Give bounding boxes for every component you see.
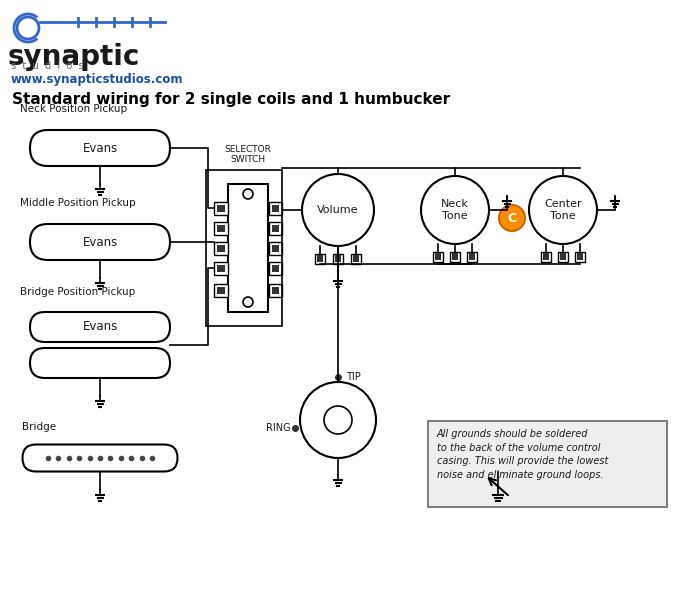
FancyBboxPatch shape — [30, 348, 170, 378]
Text: Standard wiring for 2 single coils and 1 humbucker: Standard wiring for 2 single coils and 1… — [12, 92, 450, 107]
Text: RING: RING — [266, 423, 291, 433]
Bar — [469, 253, 475, 260]
Bar — [317, 255, 323, 262]
Bar — [228, 184, 268, 312]
FancyBboxPatch shape — [30, 224, 170, 260]
Text: All grounds should be soldered
to the back of the volume control
casing. This wi: All grounds should be soldered to the ba… — [437, 429, 608, 480]
Text: C: C — [507, 211, 517, 224]
Bar — [541, 252, 551, 262]
Text: TIP: TIP — [346, 372, 361, 382]
Text: Neck Position Pickup: Neck Position Pickup — [20, 104, 127, 114]
Bar — [214, 202, 228, 215]
Bar — [217, 205, 225, 212]
Text: SELECTOR
SWITCH: SELECTOR SWITCH — [225, 145, 272, 164]
Bar — [269, 222, 282, 235]
Bar — [272, 245, 279, 252]
FancyBboxPatch shape — [30, 312, 170, 342]
Text: Neck
Tone: Neck Tone — [441, 199, 469, 221]
Bar — [269, 262, 282, 275]
Circle shape — [499, 205, 525, 231]
Bar — [214, 262, 228, 275]
Bar — [269, 284, 282, 297]
Bar — [272, 205, 279, 212]
Bar — [214, 242, 228, 255]
Text: Evans: Evans — [82, 320, 118, 334]
Bar — [467, 252, 477, 262]
Text: Evans: Evans — [82, 142, 118, 154]
Bar — [560, 253, 566, 260]
Bar — [272, 265, 279, 272]
Text: Middle Position Pickup: Middle Position Pickup — [20, 198, 136, 208]
Bar — [333, 254, 343, 264]
Bar — [217, 245, 225, 252]
Text: Bridge: Bridge — [22, 422, 56, 432]
Text: Evans: Evans — [82, 235, 118, 248]
Bar — [272, 225, 279, 232]
Bar — [206, 170, 282, 326]
Bar — [452, 253, 458, 260]
Bar — [335, 255, 341, 262]
Bar — [269, 202, 282, 215]
Bar — [269, 242, 282, 255]
Bar — [214, 222, 228, 235]
Bar — [435, 253, 441, 260]
Bar — [450, 252, 460, 262]
Bar — [351, 254, 361, 264]
Bar — [543, 253, 549, 260]
Bar — [272, 287, 279, 294]
Bar — [433, 252, 443, 262]
FancyBboxPatch shape — [30, 130, 170, 166]
Text: Center
Tone: Center Tone — [544, 199, 582, 221]
Bar — [214, 284, 228, 297]
Bar — [217, 225, 225, 232]
Bar — [558, 252, 568, 262]
Bar — [217, 287, 225, 294]
Text: Volume: Volume — [317, 205, 359, 215]
Text: s  t  u  d  i  o  s: s t u d i o s — [11, 61, 84, 71]
FancyBboxPatch shape — [22, 445, 178, 472]
Text: synaptic: synaptic — [8, 43, 140, 71]
FancyBboxPatch shape — [428, 421, 667, 507]
Bar — [353, 255, 359, 262]
Bar — [217, 265, 225, 272]
Bar — [315, 254, 325, 264]
Text: Bridge Position Pickup: Bridge Position Pickup — [20, 287, 136, 297]
Bar — [577, 253, 583, 260]
Text: www.synapticstudios.com: www.synapticstudios.com — [11, 73, 183, 86]
Bar — [575, 252, 585, 262]
